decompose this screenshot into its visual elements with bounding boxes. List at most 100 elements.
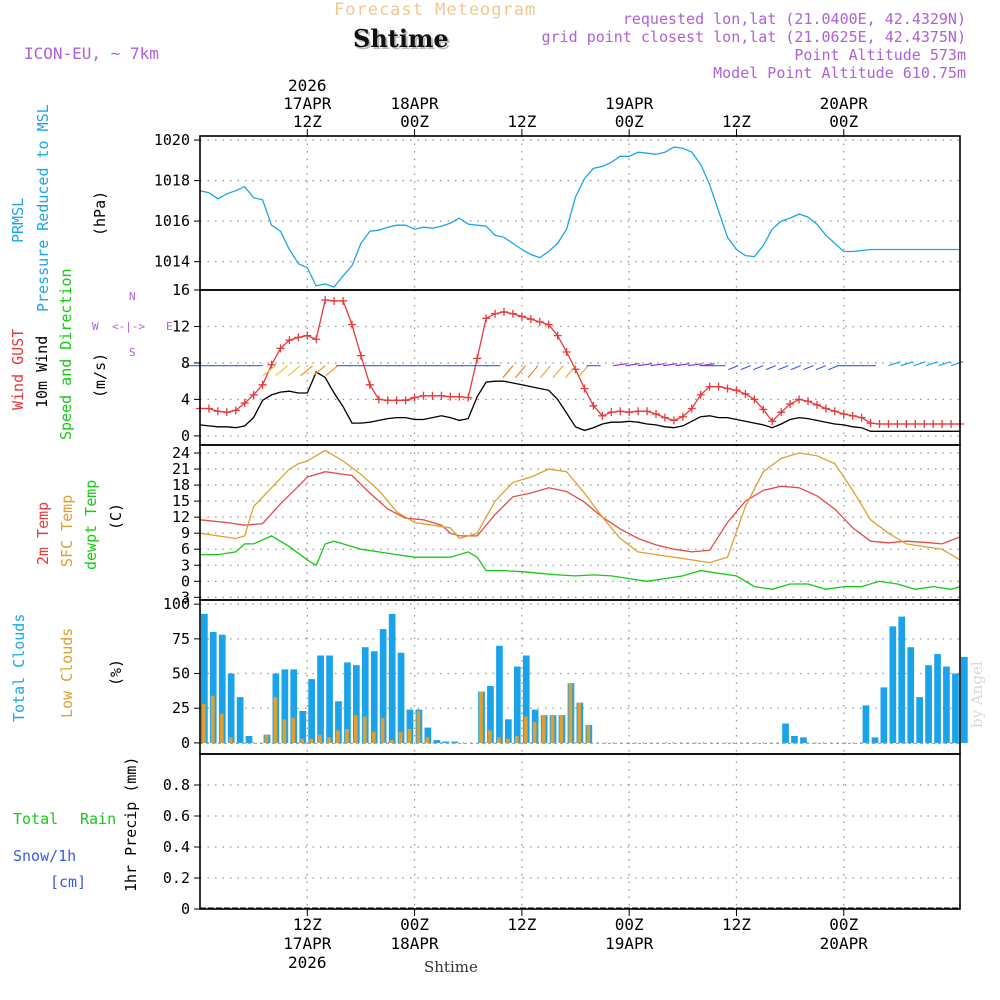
bar-total-clouds: [406, 709, 414, 743]
series-dewpt-temp: [200, 535, 961, 590]
wind-direction-arrow: [312, 365, 326, 377]
gust-marker: [643, 407, 652, 416]
y-tick-label: 9: [181, 524, 190, 542]
gust-marker: [839, 410, 848, 418]
wind-direction-arrow: [613, 363, 628, 367]
time-label-top: 12Z: [293, 112, 322, 131]
y-tick-label: 21: [172, 460, 190, 478]
gust-marker: [687, 404, 696, 413]
y-tick-label: 0.4: [163, 838, 190, 856]
bar-low-clouds: [336, 730, 340, 743]
gust-marker: [473, 354, 482, 363]
bar-total-clouds: [496, 645, 503, 743]
bar-total-clouds: [487, 686, 494, 743]
gust-marker: [723, 384, 732, 393]
wind-direction-arrow: [502, 365, 514, 379]
gust-marker: [231, 406, 240, 415]
model-point-altitude: Model Point Altitude 610.75m: [713, 64, 966, 82]
wind-direction-arrow: [675, 363, 690, 367]
bar-low-clouds: [273, 697, 278, 743]
gust-marker: [777, 408, 786, 417]
bar-total-clouds: [388, 613, 396, 743]
panel-frame: [199, 135, 961, 291]
time-label-top: 18APR: [391, 94, 440, 113]
y-tick-label: 4: [181, 390, 190, 408]
gust-marker: [464, 393, 473, 402]
gust-marker: [285, 336, 294, 345]
bar-low-clouds: [389, 740, 394, 743]
y-tick-label: 0.2: [163, 869, 190, 887]
wind-direction-arrow: [650, 363, 665, 367]
bar-low-clouds: [354, 715, 358, 743]
y-tick-label: 0: [181, 427, 190, 445]
gust-marker: [249, 390, 258, 399]
gust-marker: [902, 420, 911, 429]
wind-direction-arrow: [740, 365, 751, 371]
wind-direction-arrow: [663, 363, 678, 367]
bar-total-clouds: [952, 673, 959, 743]
wind-direction-arrow: [577, 365, 589, 379]
gust-marker: [750, 395, 759, 404]
bar-total-clouds: [880, 687, 888, 743]
wind-direction-arrow: [765, 365, 777, 371]
gridpoint-coordinates: grid point closest lon,lat (21.0625E, 42…: [541, 28, 966, 46]
time-label-bottom: 19APR: [605, 934, 654, 953]
bar-low-clouds: [371, 731, 376, 743]
bar-total-clouds: [451, 741, 459, 743]
gust-marker: [446, 392, 455, 401]
bar-total-clouds: [361, 647, 369, 743]
gust-marker: [759, 405, 768, 414]
bar-total-clouds: [916, 697, 923, 743]
gust-marker: [482, 314, 491, 323]
wind-direction-arrow: [527, 365, 539, 379]
bar-total-clouds: [370, 651, 378, 743]
bar-total-clouds: [236, 697, 244, 743]
gust-marker: [392, 396, 401, 405]
bar-low-clouds: [479, 691, 483, 743]
gust-marker: [884, 420, 893, 429]
wind-direction-arrow: [790, 365, 802, 371]
wind-direction-arrow: [552, 365, 564, 379]
gust-marker: [365, 380, 374, 389]
compass-south: S: [129, 346, 136, 359]
wind-direction-arrow: [638, 363, 653, 367]
gust-marker: [276, 344, 285, 353]
time-label-bottom: 12Z: [507, 915, 536, 934]
y-tick-label: 12: [172, 508, 190, 526]
wind-direction-arrow: [925, 361, 939, 367]
bar-low-clouds: [559, 715, 564, 743]
wind-direction-arrow: [913, 361, 926, 367]
series-10m-wind: [199, 371, 960, 432]
time-label-top: 2026: [288, 76, 327, 95]
gust-marker: [222, 408, 231, 417]
time-label-bottom: 12Z: [722, 915, 751, 934]
bar-total-clouds: [934, 654, 941, 743]
bar-total-clouds: [281, 669, 289, 743]
gust-marker: [634, 407, 643, 416]
gust-marker: [821, 404, 830, 413]
time-label-bottom: 18APR: [391, 934, 440, 953]
wind-direction-arrow: [287, 365, 301, 377]
bar-total-clouds: [201, 613, 208, 743]
bar-total-clouds: [397, 652, 405, 743]
time-label-top: 19APR: [605, 94, 654, 113]
gust-marker: [938, 420, 947, 429]
y-tick-label: 15: [172, 492, 190, 510]
gust-marker: [804, 397, 812, 406]
bar-total-clouds: [308, 679, 315, 743]
gust-marker: [589, 401, 598, 410]
bar-low-clouds: [264, 734, 269, 743]
wind-direction-arrow: [753, 365, 764, 371]
bar-low-clouds: [541, 715, 546, 743]
time-label-top: 20APR: [820, 94, 869, 113]
bar-low-clouds: [497, 737, 501, 743]
y-tick-label: 50: [172, 665, 190, 683]
gust-marker: [535, 317, 544, 326]
time-label-top: 17APR: [283, 94, 332, 113]
bar-total-clouds: [245, 736, 253, 743]
bar-total-clouds: [907, 647, 915, 743]
gust-marker: [812, 400, 821, 409]
bar-low-clouds: [300, 738, 305, 743]
wind-direction-arrow: [828, 365, 839, 371]
y-tick-label: -3: [172, 588, 190, 606]
